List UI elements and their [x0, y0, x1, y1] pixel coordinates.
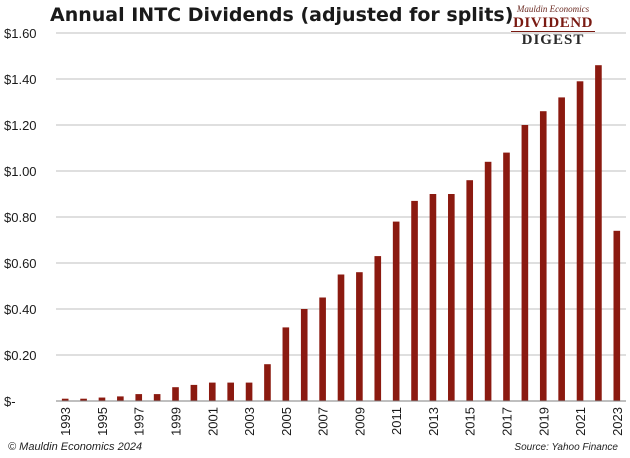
bar-2002: [227, 382, 234, 401]
bar-2010: [374, 256, 382, 401]
dividend-digest-logo: Mauldin Economics DIVIDEND DIGEST: [498, 4, 608, 48]
bar-1996: [117, 396, 124, 401]
copyright-note: © Mauldin Economics 2024: [8, 441, 143, 453]
x-tick-label: 2007: [316, 407, 331, 436]
bar-1993: [61, 398, 69, 401]
bar-2006: [300, 309, 308, 401]
bar-2005: [282, 327, 290, 401]
y-tick-label: $1.00: [4, 164, 37, 179]
x-tick-label: 2017: [499, 407, 514, 436]
bar-2004: [264, 364, 271, 401]
y-tick-label: $-: [4, 394, 16, 409]
source-note: Source: Yahoo Finance: [514, 442, 618, 453]
x-tick-label: 2021: [573, 407, 588, 436]
bar-2017: [503, 152, 510, 401]
x-tick-label: 2019: [536, 407, 551, 436]
bar-2009: [356, 272, 363, 401]
x-tick-label: 2001: [205, 407, 220, 436]
y-tick-label: $0.80: [4, 210, 37, 225]
bar-2023: [613, 230, 621, 401]
bar-2003: [245, 382, 253, 401]
bar-2015: [466, 180, 474, 401]
y-tick-label: $0.60: [4, 256, 37, 271]
bar-2018: [521, 125, 529, 401]
bar-2020: [558, 97, 565, 402]
x-tick-label: 2015: [463, 407, 478, 436]
bar-2008: [337, 274, 345, 401]
y-tick-label: $1.20: [4, 118, 37, 133]
chart-title: Annual INTC Dividends (adjusted for spli…: [50, 4, 514, 26]
bar-2007: [319, 297, 326, 401]
logo-publisher: Mauldin Economics: [516, 4, 590, 14]
x-tick-label: 1997: [132, 407, 147, 436]
x-tick-label: 2009: [352, 407, 367, 436]
x-tick-label: 1995: [95, 407, 110, 436]
bar-1994: [80, 398, 87, 401]
bar-2019: [539, 111, 547, 401]
bar-2016: [484, 161, 492, 401]
bar-2011: [392, 221, 400, 401]
bar-1998: [153, 394, 161, 401]
x-axis-tick-labels: 1993 1995 1997 1999 2001 2003 2005 2007 2009 2011…: [58, 407, 625, 436]
bar-1995: [98, 397, 106, 401]
bar-2021: [576, 81, 584, 402]
x-tick-label: 2003: [242, 407, 257, 436]
y-tick-label: $0.40: [4, 302, 37, 317]
y-axis-tick-labels: $- $0.20 $0.40 $0.60 $0.80 $1.00 $1.20 $1.40 $1.…: [4, 26, 37, 409]
bar-2014: [448, 194, 455, 401]
bar-2013: [429, 194, 437, 401]
y-tick-label: $1.60: [4, 26, 37, 41]
x-tick-label: 2011: [389, 407, 404, 435]
x-tick-label: 2013: [426, 407, 441, 436]
bar-1997: [135, 394, 143, 401]
bar-1999: [172, 387, 179, 401]
y-tick-label: $1.40: [4, 72, 37, 87]
y-tick-label: $0.20: [4, 348, 37, 363]
bars: [61, 65, 621, 402]
logo-digest: DIGEST: [521, 32, 585, 48]
bar-2000: [190, 384, 198, 401]
bar-2012: [411, 200, 418, 401]
bar-2001: [208, 382, 216, 401]
logo-dividend: DIVIDEND: [511, 15, 595, 32]
x-tick-label: 1993: [58, 407, 73, 436]
bar-2022: [595, 65, 602, 401]
x-tick-label: 2023: [610, 407, 625, 436]
x-tick-label: 1999: [169, 407, 184, 436]
x-tick-label: 2005: [279, 407, 294, 436]
